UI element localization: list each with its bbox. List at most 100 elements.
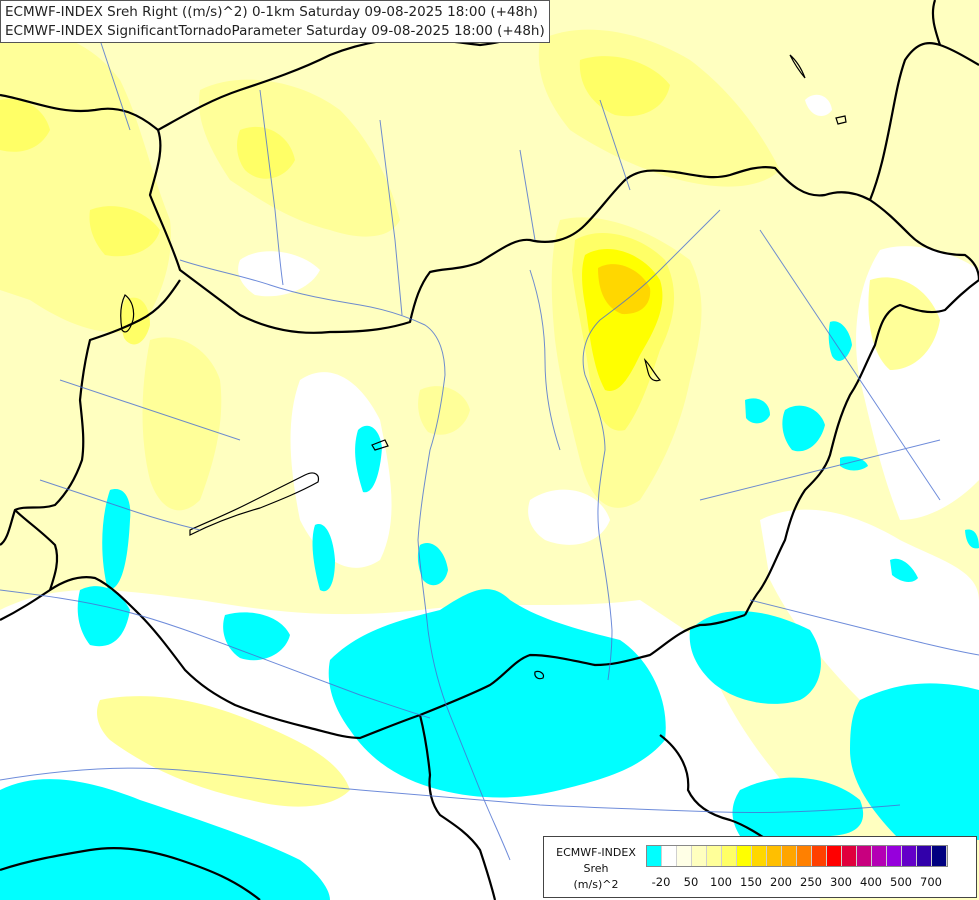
river-west-1: [59, 379, 241, 441]
legend-swatch: [722, 846, 737, 866]
cyan-east-6: [965, 529, 979, 549]
legend-tick-label: 400: [860, 875, 882, 889]
white-spot-north: [238, 251, 320, 297]
cyan-south-east-2: [850, 683, 979, 840]
cyan-centre-west-2: [312, 524, 335, 592]
white-spot-northeast: [805, 94, 832, 116]
border-south: [418, 714, 497, 900]
legend-tick-label: 100: [710, 875, 732, 889]
legend-swatch: [752, 846, 767, 866]
river-danube: [179, 259, 511, 861]
cyan-south-east: [689, 611, 821, 704]
y-north-centre: [237, 126, 295, 179]
legend-swatch: [782, 846, 797, 866]
cyan-centre-west: [223, 612, 290, 661]
ly-east: [868, 277, 940, 370]
border-west-2: [14, 509, 59, 591]
legend-swatch: [872, 846, 887, 866]
cyan-east-5: [890, 558, 918, 582]
lakes: [120, 54, 847, 680]
border-south-3: [0, 846, 261, 900]
white-spot-centre-south: [528, 489, 610, 545]
legend-tick-label: 50: [683, 875, 699, 889]
white-area-centre: [290, 372, 392, 568]
cyan-south: [328, 589, 666, 798]
river-tisza: [582, 209, 721, 681]
border-south-2: [659, 734, 776, 846]
y-north-west: [0, 99, 50, 152]
ly-north-west: [0, 32, 171, 333]
cyan-west-2: [102, 489, 131, 590]
legend-tick-label: 500: [890, 875, 912, 889]
color-legend: ECMWF-INDEX Sreh (m/s)^2 -20 50 100 150 200 2…: [543, 836, 977, 898]
legend-swatch: [917, 846, 932, 866]
legend-swatch: [707, 846, 722, 866]
border-north-east: [868, 42, 979, 201]
lake-south: [534, 670, 545, 680]
river-sava: [0, 767, 901, 814]
border-north-west: [0, 93, 979, 334]
legend-ticks: -20 50 100 150 200 250 300 400 500 700: [646, 875, 976, 891]
ly-centre-small: [418, 386, 470, 435]
rivers: [0, 39, 979, 861]
river-east-1: [759, 229, 941, 501]
legend-tick-label: 300: [830, 875, 852, 889]
river-north-far: [99, 39, 131, 131]
lake-reservoir: [643, 358, 662, 382]
ly-south-centre: [97, 696, 351, 807]
legend-swatch: [647, 846, 662, 866]
legend-color-bar: [646, 845, 948, 867]
legend-tick-label: 700: [920, 875, 942, 889]
title-stp: ECMWF-INDEX SignificantTornadoParameter …: [5, 23, 545, 39]
y-north-east: [579, 56, 670, 117]
title-sreh: ECMWF-INDEX Sreh Right ((m/s)^2) 0-1km S…: [5, 4, 538, 20]
legend-tick-label: 200: [770, 875, 792, 889]
cyan-south-east-3: [732, 777, 864, 836]
legend-swatch: [902, 846, 917, 866]
legend-title: ECMWF-INDEX Sreh (m/s)^2: [548, 845, 644, 893]
river-north-3: [519, 149, 536, 241]
river-centre-1: [529, 269, 561, 451]
map-title-box: ECMWF-INDEX Sreh Right ((m/s)^2) 0-1km S…: [0, 0, 550, 43]
river-north-2: [379, 119, 403, 316]
river-north-4: [599, 99, 631, 191]
cyan-east-3: [828, 321, 852, 361]
border-south-west: [0, 576, 746, 740]
lake-north-east: [789, 54, 806, 79]
gold-centre: [598, 264, 651, 315]
border-east: [744, 279, 979, 616]
legend-swatch: [662, 846, 677, 866]
legend-swatch: [737, 846, 752, 866]
river-north-1: [259, 89, 284, 286]
negative-value-areas: [0, 321, 979, 900]
cyan-centre: [355, 425, 382, 493]
legend-tick-label: 150: [740, 875, 762, 889]
legend-swatch: [857, 846, 872, 866]
legend-swatch: [767, 846, 782, 866]
cyan-south-west: [0, 779, 330, 900]
legend-swatch: [887, 846, 902, 866]
lake-centre-north: [120, 294, 135, 333]
river-drava: [0, 589, 431, 719]
river-west-2: [39, 479, 201, 531]
ly-north-centre: [199, 79, 400, 237]
lake-north-east-2: [835, 115, 847, 125]
border-west: [0, 279, 181, 546]
y-north-west-2: [89, 206, 160, 257]
cyan-west: [77, 586, 130, 647]
strong-yellow-areas: [582, 249, 663, 391]
legend-swatch: [827, 846, 842, 866]
legend-tick-label: -20: [651, 875, 671, 889]
cyan-east: [782, 405, 825, 452]
lake-balaton: [189, 472, 320, 536]
legend-source: ECMWF-INDEX: [556, 846, 636, 859]
legend-swatch: [842, 846, 857, 866]
white-area-south-east: [760, 509, 979, 700]
legend-swatch: [797, 846, 812, 866]
ly-centre-west: [142, 337, 222, 511]
cyan-east-2: [745, 398, 770, 424]
border-north: [157, 0, 547, 131]
